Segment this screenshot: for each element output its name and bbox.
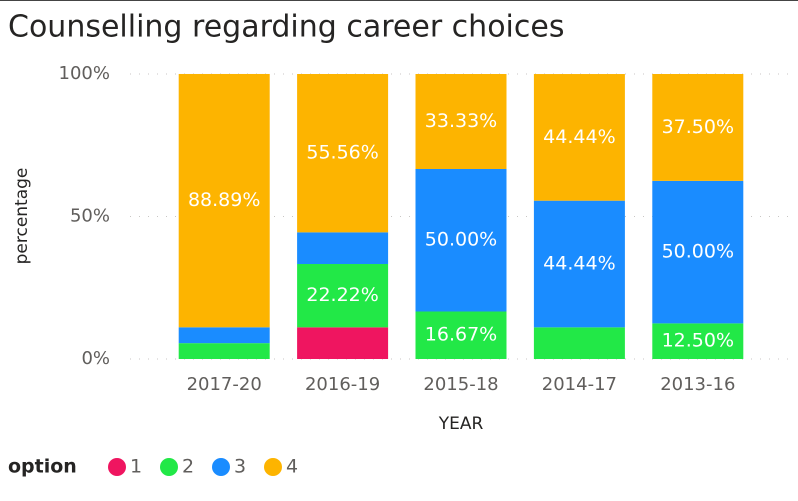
bar-segment	[533, 74, 625, 201]
data-label: 50.00%	[662, 241, 734, 263]
bar-segment	[178, 343, 270, 359]
bar-segment	[652, 323, 744, 359]
bar-segment	[533, 327, 625, 359]
bar-segment	[652, 74, 744, 181]
bar-segment	[652, 180, 744, 324]
y-axis-label: percentage	[12, 168, 32, 265]
bar-segment	[297, 327, 389, 359]
data-label: 55.56%	[306, 142, 378, 164]
legend-swatch	[264, 458, 282, 476]
bar-segment	[415, 168, 507, 312]
x-tick-label: 2015-18	[423, 374, 498, 395]
data-label: 12.50%	[662, 330, 734, 352]
y-tick-label: 50%	[70, 206, 110, 227]
x-tick-label: 2016-19	[305, 374, 380, 395]
bar-segment	[297, 264, 389, 328]
chart-title: Counselling regarding career choices	[8, 10, 564, 45]
x-tick-label: 2017-20	[187, 374, 262, 395]
legend-swatch	[160, 458, 178, 476]
legend-label: 2	[182, 456, 194, 478]
data-label: 44.44%	[543, 126, 615, 148]
bar-segment	[297, 232, 389, 265]
bar-segment	[533, 200, 625, 328]
x-tick-label: 2013-16	[660, 374, 735, 395]
legend-swatch	[212, 458, 230, 476]
data-label: 33.33%	[425, 110, 497, 132]
legend-label: 4	[286, 456, 298, 478]
bar-segment	[415, 74, 507, 169]
legend-label: 3	[234, 456, 246, 478]
bar-segment	[178, 73, 270, 328]
data-label: 37.50%	[662, 116, 734, 138]
bar-segment	[178, 327, 270, 344]
data-label: 22.22%	[306, 284, 378, 306]
y-tick-label: 100%	[59, 63, 110, 84]
y-tick-label: 0%	[81, 348, 110, 369]
bar-segment	[297, 74, 389, 233]
bar-segment	[415, 311, 507, 359]
data-label: 88.89%	[188, 189, 260, 211]
data-label: 44.44%	[543, 253, 615, 275]
data-label: 50.00%	[425, 229, 497, 251]
legend-title: option	[8, 456, 77, 478]
x-axis-label: YEAR	[438, 414, 484, 434]
legend-swatch	[108, 458, 126, 476]
x-tick-label: 2014-17	[542, 374, 617, 395]
legend-label: 1	[130, 456, 142, 478]
data-label: 16.67%	[425, 324, 497, 346]
